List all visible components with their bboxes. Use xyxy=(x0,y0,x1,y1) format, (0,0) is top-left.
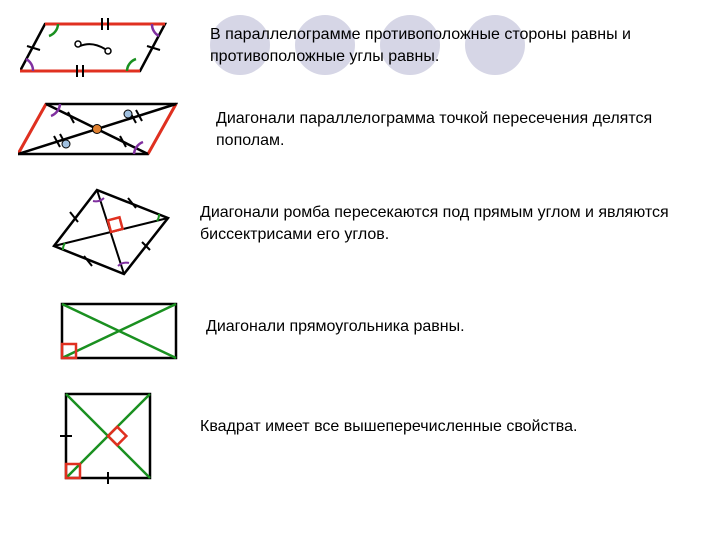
rectangle-figure xyxy=(60,300,180,362)
caption-rhombus: Диагонали ромба пересекаются под прямым … xyxy=(200,202,700,245)
caption-parallelogram-2: Диагонали параллелограмма точкой пересеч… xyxy=(216,108,696,151)
caption-square: Квадрат имеет все вышеперечисленные свой… xyxy=(200,416,680,438)
rhombus-figure xyxy=(52,188,172,278)
caption-rectangle: Диагонали прямоугольника равны. xyxy=(206,316,686,338)
caption-parallelogram-1: В параллелограмме противоположные сторон… xyxy=(210,24,670,67)
parallelogram-figure-1 xyxy=(20,16,170,81)
square-figure xyxy=(60,388,160,488)
parallelogram-figure-2 xyxy=(18,98,178,160)
